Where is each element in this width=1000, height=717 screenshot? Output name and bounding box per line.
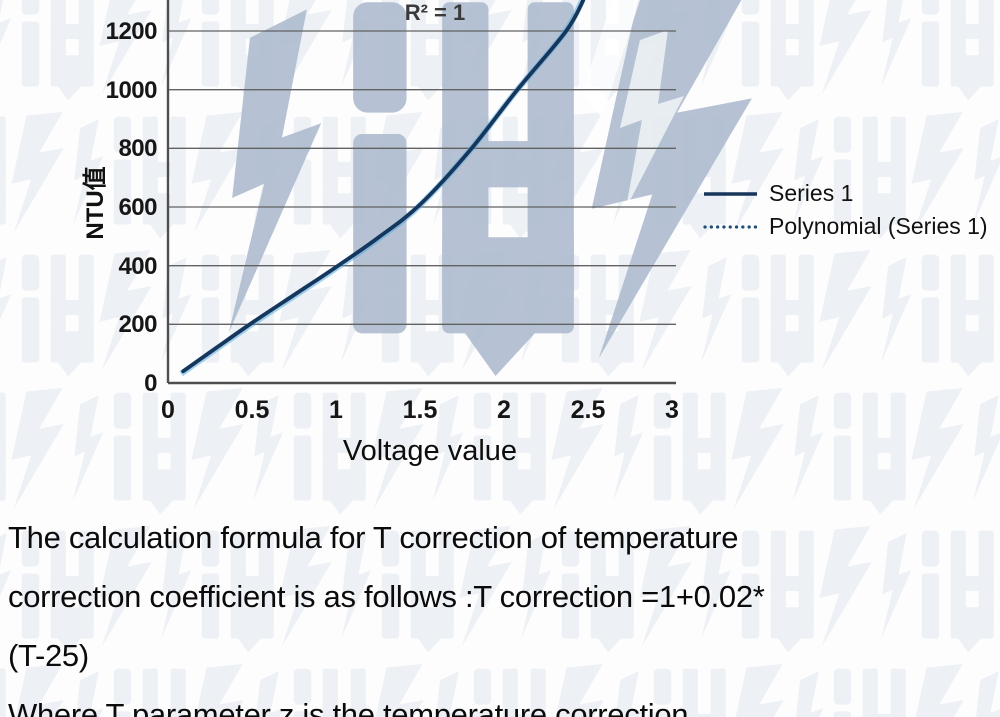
body-text: The calculation formula for T correction… [8, 508, 1000, 717]
watermark-main-logo [228, 0, 752, 377]
y-tick-label: 600 [118, 194, 157, 221]
x-tick-label: 1.5 [402, 396, 438, 424]
x-tick-label: 2 [497, 396, 511, 424]
y-tick-label: 200 [118, 311, 157, 339]
x-tick-label: 0.5 [234, 396, 270, 424]
body-text-line-3: (T-25) [8, 638, 89, 673]
legend-label-polynomial: Polynomial (Series 1) [769, 213, 988, 239]
body-text-line-2: correction coefficient is as follows :T … [8, 579, 765, 614]
body-text-line-4: Where T parameter z is the temperature c… [8, 697, 689, 717]
x-axis-title: Voltage value [342, 435, 518, 467]
y-tick-label: 0 [144, 370, 157, 397]
legend-dotted-line-swatch [703, 224, 758, 229]
legend-label-series1: Series 1 [769, 180, 854, 206]
polynomial-trendline [179, 0, 586, 377]
legend-solid-line-swatch [704, 191, 757, 196]
r-squared-annotation: R² = 1 [404, 0, 466, 25]
y-tick-label: 800 [118, 135, 157, 163]
series1-line [181, 0, 586, 374]
legend-item-polynomial: Polynomial (Series 1) [703, 210, 988, 243]
y-tick-label: 400 [118, 252, 157, 280]
x-tick-label: 3 [665, 396, 679, 424]
y-tick-label: 1000 [105, 76, 158, 104]
chart-legend: Series 1 Polynomial (Series 1) [703, 177, 988, 243]
x-tick-label: 2.5 [570, 396, 606, 424]
y-tick-label: 1200 [105, 18, 158, 45]
x-tick-label: 0 [161, 396, 175, 424]
x-tick-label: 1 [329, 396, 343, 424]
legend-item-series1: Series 1 [703, 177, 988, 210]
body-text-line-1: The calculation formula for T correction… [8, 520, 739, 555]
